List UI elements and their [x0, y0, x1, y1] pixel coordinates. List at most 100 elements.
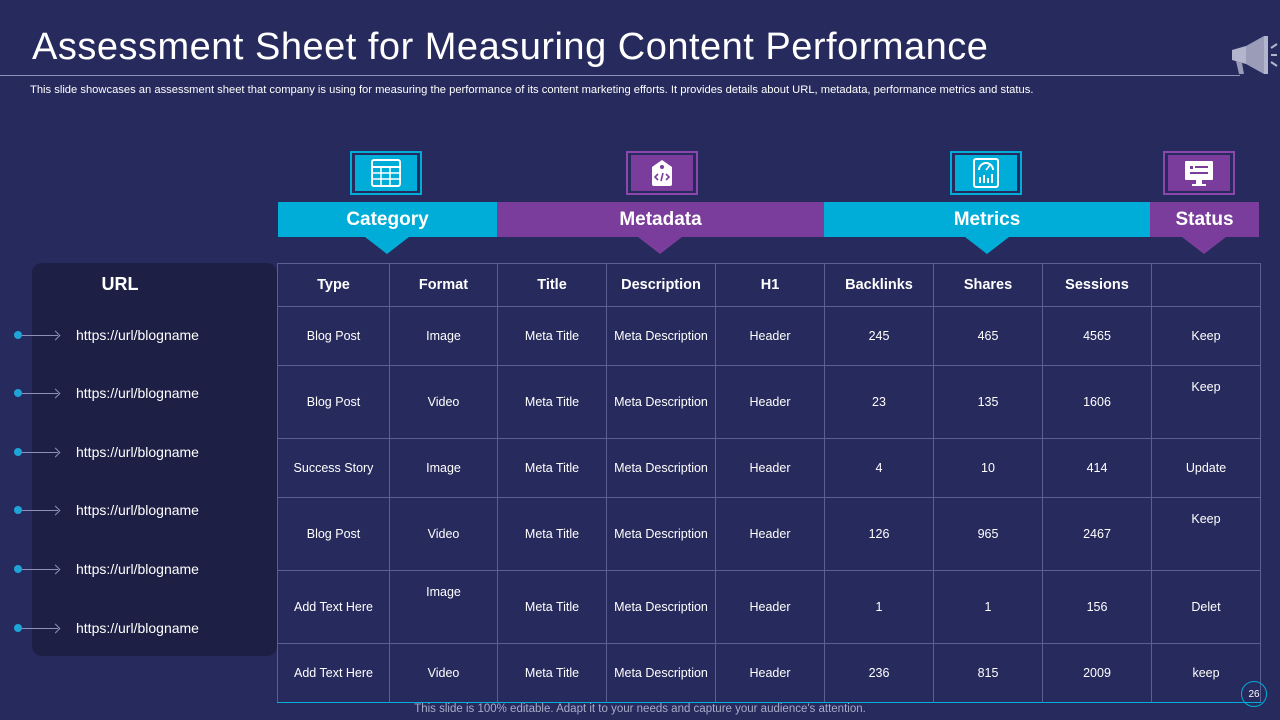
description-cell: Meta Description: [606, 497, 716, 571]
title-cell: Meta Title: [497, 306, 607, 366]
h1-cell: Header: [715, 570, 825, 644]
bullet-dot-icon: [14, 331, 22, 339]
status-cell: Delet: [1151, 570, 1261, 644]
url-link[interactable]: https://url/blogname: [76, 502, 199, 518]
sessions-cell: 4565: [1042, 306, 1152, 366]
sessions-cell: 1606: [1042, 365, 1152, 439]
h1-cell: Header: [715, 438, 825, 498]
shares-cell: 1: [933, 570, 1043, 644]
title-cell: Meta Title: [497, 438, 607, 498]
backlinks-cell: 23: [824, 365, 934, 439]
url-link[interactable]: https://url/blogname: [76, 620, 199, 636]
status-cell: Update: [1151, 438, 1261, 498]
table-row: Add Text Here Image Meta Title Meta Desc…: [277, 570, 1261, 644]
url-link[interactable]: https://url/blogname: [76, 385, 199, 401]
bullet-dot-icon: [14, 389, 22, 397]
backlinks-cell: 126: [824, 497, 934, 571]
metrics-icon-box: [950, 151, 1022, 195]
column-header: [1151, 263, 1261, 307]
backlinks-cell: 236: [824, 643, 934, 703]
url-row: https://url/blogname: [14, 559, 199, 579]
page-number: 26: [1241, 681, 1267, 707]
slide-title: Assessment Sheet for Measuring Content P…: [32, 26, 989, 68]
h1-cell: Header: [715, 306, 825, 366]
url-link[interactable]: https://url/blogname: [76, 444, 199, 460]
column-header: Sessions: [1042, 263, 1152, 307]
arrow-right-icon: [22, 568, 58, 570]
url-link[interactable]: https://url/blogname: [76, 327, 199, 343]
table-row: Success Story Image Meta Title Meta Desc…: [277, 438, 1261, 498]
type-cell: Blog Post: [277, 365, 390, 439]
metadata-arrow: [638, 237, 682, 254]
table-row: Add Text Here Video Meta Title Meta Desc…: [277, 643, 1261, 703]
url-header: URL: [101, 274, 139, 294]
table-row: Blog Post Video Meta Title Meta Descript…: [277, 497, 1261, 571]
sessions-cell: 414: [1042, 438, 1152, 498]
status-cell: Keep: [1151, 365, 1261, 439]
category-icon-box: [350, 151, 422, 195]
format-cell: Image: [389, 438, 498, 498]
assessment-table: Type Format Title Description H1 Backlin…: [277, 263, 1261, 703]
description-cell: Meta Description: [606, 306, 716, 366]
type-cell: Success Story: [277, 438, 390, 498]
code-tag-icon: [652, 160, 672, 186]
type-cell: Add Text Here: [277, 570, 390, 644]
format-cell: Video: [389, 497, 498, 571]
description-cell: Meta Description: [606, 570, 716, 644]
status-icon-box: [1163, 151, 1235, 195]
url-row: https://url/blogname: [14, 500, 199, 520]
title-cell: Meta Title: [497, 497, 607, 571]
h1-cell: Header: [715, 497, 825, 571]
bullet-dot-icon: [14, 565, 22, 573]
format-cell: Video: [389, 643, 498, 703]
metadata-header: Metadata: [497, 202, 824, 237]
format-cell: Video: [389, 365, 498, 439]
bullet-dot-icon: [14, 506, 22, 514]
backlinks-cell: 1: [824, 570, 934, 644]
description-cell: Meta Description: [606, 643, 716, 703]
h1-cell: Header: [715, 365, 825, 439]
status-cell: Keep: [1151, 497, 1261, 571]
shares-cell: 10: [933, 438, 1043, 498]
sessions-cell: 156: [1042, 570, 1152, 644]
arrow-right-icon: [22, 451, 58, 453]
bullet-dot-icon: [14, 624, 22, 632]
h1-cell: Header: [715, 643, 825, 703]
sessions-cell: 2009: [1042, 643, 1152, 703]
title-cell: Meta Title: [497, 643, 607, 703]
url-link[interactable]: https://url/blogname: [76, 561, 199, 577]
column-header: Format: [389, 263, 498, 307]
status-arrow: [1182, 237, 1226, 254]
title-cell: Meta Title: [497, 365, 607, 439]
url-row: https://url/blogname: [14, 618, 199, 638]
arrow-right-icon: [22, 392, 58, 394]
shares-cell: 965: [933, 497, 1043, 571]
column-header: H1: [715, 263, 825, 307]
type-cell: Blog Post: [277, 497, 390, 571]
table-row: Blog Post Video Meta Title Meta Descript…: [277, 365, 1261, 439]
shares-cell: 135: [933, 365, 1043, 439]
bullet-dot-icon: [14, 448, 22, 456]
url-panel: [32, 263, 277, 656]
table-grid-icon: [371, 159, 401, 187]
url-row: https://url/blogname: [14, 325, 199, 345]
shares-cell: 815: [933, 643, 1043, 703]
format-cell: Image: [389, 570, 498, 644]
url-row: https://url/blogname: [14, 442, 199, 462]
arrow-right-icon: [22, 509, 58, 511]
column-header: Backlinks: [824, 263, 934, 307]
sessions-cell: 2467: [1042, 497, 1152, 571]
arrow-right-icon: [22, 334, 58, 336]
monitor-icon: [1185, 161, 1213, 186]
slide-subtitle: This slide showcases an assessment sheet…: [30, 84, 1034, 96]
status-cell: Keep: [1151, 306, 1261, 366]
type-cell: Add Text Here: [277, 643, 390, 703]
category-header: Category: [278, 202, 497, 237]
table-row: Blog Post Image Meta Title Meta Descript…: [277, 306, 1261, 366]
type-cell: Blog Post: [277, 306, 390, 366]
backlinks-cell: 4: [824, 438, 934, 498]
shares-cell: 465: [933, 306, 1043, 366]
column-header: Shares: [933, 263, 1043, 307]
metadata-icon-box: [626, 151, 698, 195]
metrics-arrow: [965, 237, 1009, 254]
